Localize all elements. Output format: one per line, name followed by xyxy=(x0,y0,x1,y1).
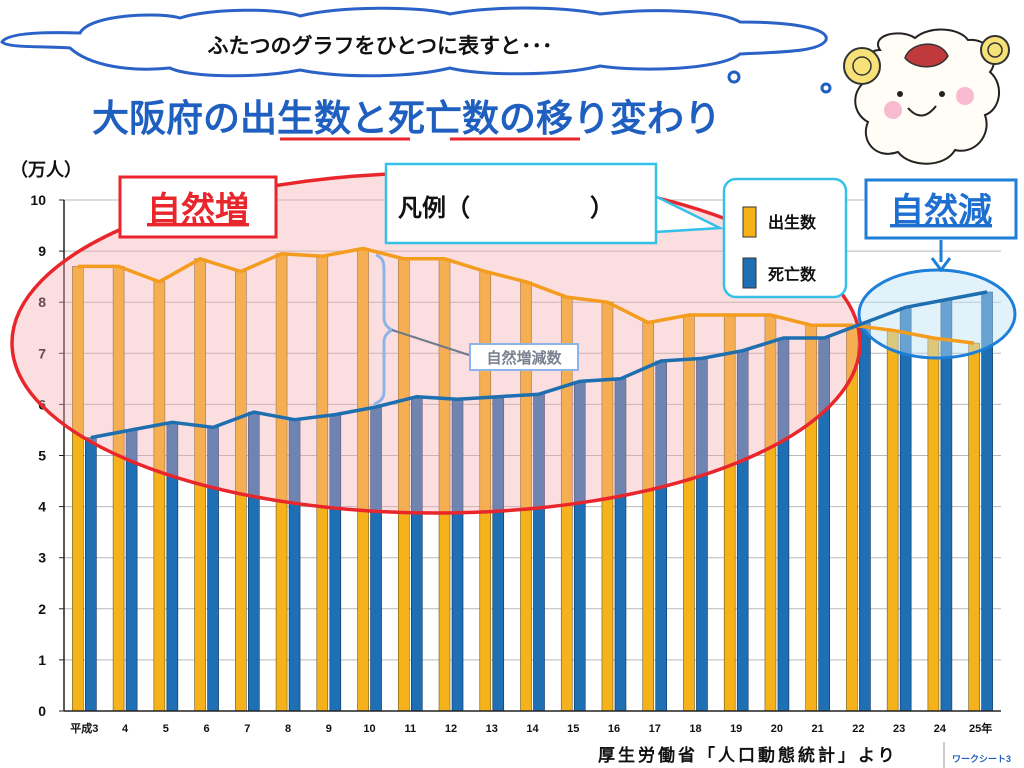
speech-cloud: ふたつのグラフをひとつに表すと･･･ xyxy=(0,6,828,78)
y-tick-label: 9 xyxy=(38,243,46,259)
natural-decrease-label: 自然減 xyxy=(890,191,992,230)
x-tick-labels: 平成3 4 5 6 7 8 9 10 11 12 13 14 15 16 17 18 19 20 21 22 23 24 2… xyxy=(70,721,992,735)
y-tick-label: 2 xyxy=(38,601,46,617)
source-note: 厚生労働省「人口動態統計」より xyxy=(598,745,898,765)
legend-prompt-text: 凡例（ ） xyxy=(398,195,614,222)
natural-decrease-label-box: 自然減 xyxy=(864,178,1018,273)
x-tick-label: 15 xyxy=(567,723,579,735)
title-deaths: 死亡数 xyxy=(388,98,499,139)
bar-deaths xyxy=(899,307,912,712)
legend-prompt-box: 凡例（ ） xyxy=(384,162,725,245)
x-tick-label: 24 xyxy=(934,723,947,735)
cloud-text: ふたつのグラフをひとつに表すと･･･ xyxy=(207,34,552,58)
y-tick-label: 1 xyxy=(38,652,46,668)
bar-deaths xyxy=(85,437,97,712)
x-tick-label: 25年 xyxy=(969,721,992,735)
y-tick-label: 8 xyxy=(38,294,46,310)
title-part1: 大阪府の xyxy=(92,97,240,139)
deaths-line xyxy=(90,290,988,440)
x-tick-label: 18 xyxy=(689,723,701,735)
x-tick-label: 19 xyxy=(730,723,742,735)
y-tick-label: 10 xyxy=(30,192,46,208)
x-tick-label: 6 xyxy=(204,723,210,735)
y-tick-label: 7 xyxy=(38,345,46,361)
y-tick-label: 5 xyxy=(38,448,46,464)
title-dot-1 xyxy=(727,70,741,84)
natural-increase-label-box: 自然増 xyxy=(118,175,278,239)
sheep-mascot-icon xyxy=(843,28,1010,165)
bar-births xyxy=(927,337,940,712)
x-tick-label: 9 xyxy=(326,723,332,735)
x-tick-label: 20 xyxy=(771,723,783,735)
natural-decrease-circle xyxy=(857,268,1017,360)
y-tick-label: 0 xyxy=(38,703,46,719)
bar-births xyxy=(886,330,899,712)
births-line xyxy=(77,246,975,345)
callout-text: 自然増減数 xyxy=(486,349,562,367)
x-tick-label: 4 xyxy=(122,723,129,735)
y-axis-unit: （万人） xyxy=(10,160,82,180)
gridlines xyxy=(59,199,1001,712)
y-tick-label: 4 xyxy=(38,499,46,515)
x-tick-label: 16 xyxy=(608,723,620,735)
bar-births xyxy=(968,342,980,712)
title-births: 出生数 xyxy=(240,98,351,139)
legend-label-births: 出生数 xyxy=(768,213,817,232)
title-part5: の移り変わり xyxy=(499,97,721,139)
x-tick-label: 22 xyxy=(852,723,864,735)
x-tick-label: 14 xyxy=(526,723,539,735)
x-tick-label: 平成3 xyxy=(70,721,98,735)
legend-label-deaths: 死亡数 xyxy=(768,265,817,284)
callout-label: 自然増減数 xyxy=(469,343,579,371)
page-title: 大阪府の出生数と死亡数の移り変わり xyxy=(92,70,832,141)
legend: 出生数 死亡数 xyxy=(722,177,848,299)
x-tick-label: 23 xyxy=(893,723,905,735)
callout-pointer xyxy=(391,329,473,357)
x-tick-label: 12 xyxy=(445,723,457,735)
title-dot-2 xyxy=(820,82,832,94)
x-tick-label: 11 xyxy=(404,723,416,735)
bars xyxy=(72,248,993,712)
natural-increase-label: 自然増 xyxy=(147,190,249,229)
svg-text:大阪府の出生数と死亡数の移り変わり: 大阪府の出生数と死亡数の移り変わり xyxy=(92,97,721,139)
x-tick-label: 10 xyxy=(363,723,375,735)
bar-deaths xyxy=(125,429,138,712)
x-tick-label: 17 xyxy=(649,723,661,735)
legend-swatch-births xyxy=(742,206,757,238)
x-tick-label: 13 xyxy=(486,723,498,735)
title-part3: と xyxy=(351,98,388,139)
x-tick-label: 8 xyxy=(285,723,291,735)
worksheet-label: ワークシート3 xyxy=(952,754,1011,764)
bar-deaths xyxy=(859,322,871,712)
x-tick-label: 21 xyxy=(812,723,824,735)
x-tick-label: 7 xyxy=(244,723,250,735)
y-tick-label: 3 xyxy=(38,550,46,566)
legend-swatch-deaths xyxy=(742,257,757,289)
x-tick-label: 5 xyxy=(163,723,169,735)
bar-deaths xyxy=(981,291,993,712)
bar-deaths xyxy=(940,299,953,712)
